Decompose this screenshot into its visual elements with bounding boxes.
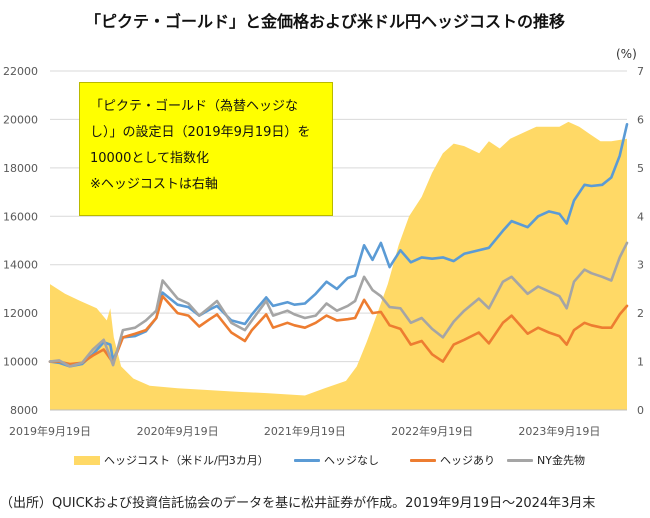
right-axis-tick-label: 1 (637, 356, 644, 369)
left-axis-tick-label: 14000 (3, 259, 38, 272)
x-axis-tick-label: 2020年9月19日 (137, 424, 219, 438)
annotation-box: 「ピクテ・ゴールド（為替ヘッジな し）」の設定日（2019年9月19日）を 10… (79, 82, 333, 216)
series-lines (48, 123, 629, 368)
right-axis-tick-label: 6 (637, 113, 644, 126)
x-axis-tick-label: 2019年9月19日 (9, 424, 91, 438)
series-line-hedged (48, 294, 629, 366)
legend-label-ny-gold: NY金先物 (537, 454, 585, 467)
left-axis-tick-label: 18000 (3, 162, 38, 175)
annotation-line-1: 「ピクテ・ゴールド（為替ヘッジな (90, 99, 299, 114)
series-line-unhedged (48, 123, 629, 368)
legend-item-unhedged: ヘッジなし (294, 452, 379, 468)
left-axis-tick-label: 20000 (3, 113, 38, 126)
x-axis-tick-label: 2022年9月19日 (391, 424, 473, 438)
right-axis-unit: (%) (616, 47, 637, 61)
right-axis-tick-label: 0 (637, 404, 644, 417)
right-axis-tick-label: 7 (637, 65, 644, 78)
legend-item-ny-gold: NY金先物 (507, 452, 585, 468)
x-axis-tick-label: 2021年9月19日 (264, 424, 346, 438)
right-axis-tick-label: 2 (637, 307, 644, 320)
legend-label-unhedged: ヘッジなし (324, 454, 379, 467)
annotation-line-3: 10000として指数化 (90, 151, 209, 166)
tick-labels: 8000 10000 12000 14000 16000 18000 20000 22000 0… (3, 65, 644, 438)
legend-item-hedged: ヘッジあり (410, 452, 495, 468)
left-axis-tick-label: 10000 (3, 356, 38, 369)
chart-title: 「ピクテ・ゴールド」と金価格および米ドル円ヘッジコストの推移 (84, 12, 565, 31)
right-axis-tick-label: 4 (637, 210, 644, 223)
source-note: （出所）QUICKおよび投資信託協会のデータを基に松井証券が作成。2019年9月… (0, 496, 596, 511)
legend-swatch-ny-gold (507, 458, 533, 462)
left-axis-tick-label: 12000 (3, 307, 38, 320)
legend-swatch-unhedged (294, 458, 320, 462)
annotation-line-2: し）」の設定日（2019年9月19日）を (90, 125, 311, 140)
legend-item-hedge-cost: ヘッジコスト（米ドル/円3カ月） (74, 452, 269, 468)
legend: ヘッジコスト（米ドル/円3カ月） ヘッジなし ヘッジあり NY金先物 (62, 452, 622, 470)
annotation-line-4: ※ヘッジコストは右軸 (90, 177, 218, 192)
x-axis-tick-label: 2023年9月19日 (518, 424, 600, 438)
right-axis-tick-label: 3 (637, 259, 644, 272)
left-axis-tick-label: 16000 (3, 210, 38, 223)
legend-swatch-hedged (410, 458, 436, 462)
legend-swatch-hedge-cost (74, 455, 100, 465)
right-axis-tick-label: 5 (637, 162, 644, 175)
left-axis-tick-label: 22000 (3, 65, 38, 78)
left-axis-tick-label: 8000 (10, 404, 38, 417)
legend-label-hedged: ヘッジあり (440, 454, 495, 467)
series-line-ny-gold (48, 241, 629, 368)
legend-label-hedge-cost: ヘッジコスト（米ドル/円3カ月） (104, 454, 269, 467)
